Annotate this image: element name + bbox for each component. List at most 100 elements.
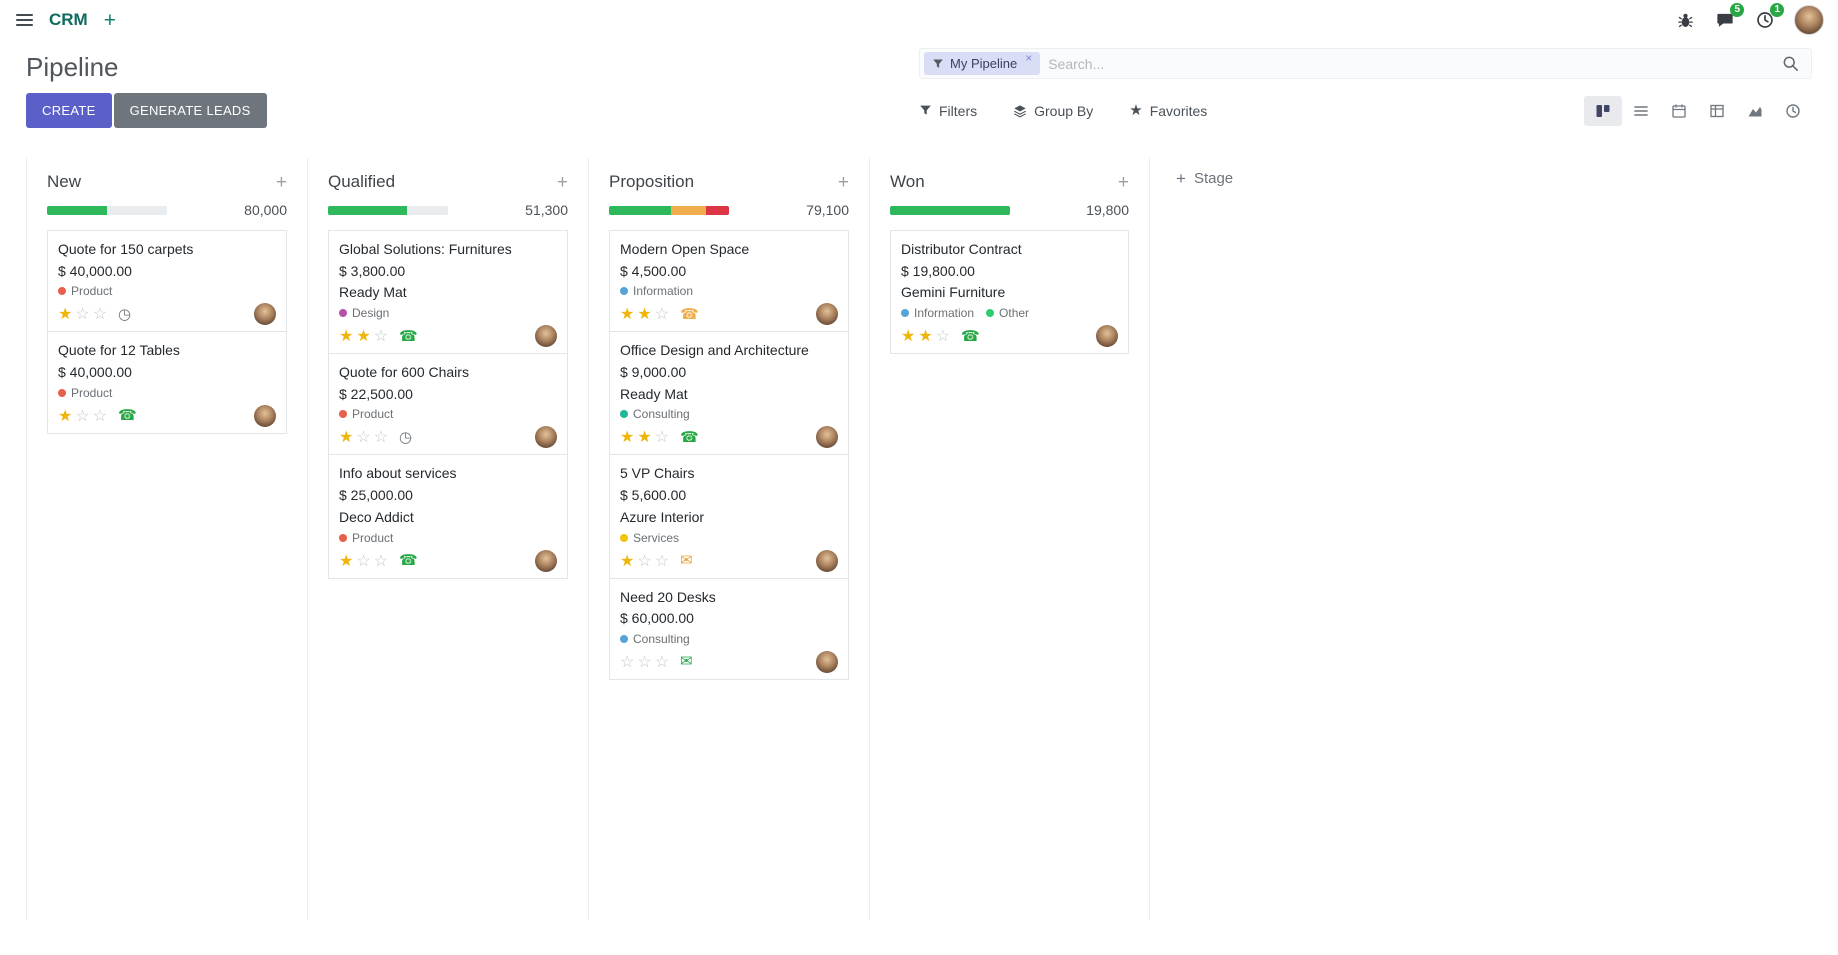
priority-star-icon[interactable]: ☆ — [92, 306, 108, 324]
priority-star-icon[interactable]: ☆ — [654, 306, 670, 324]
salesperson-avatar[interactable] — [535, 549, 557, 572]
priority-star-icon[interactable]: ☆ — [75, 306, 90, 324]
add-record-icon[interactable]: + — [837, 171, 849, 193]
priority-star-icon[interactable]: ☆ — [356, 429, 371, 447]
priority-star-icon[interactable]: ★ — [58, 306, 73, 324]
priority-star-icon[interactable]: ★ — [339, 429, 354, 447]
priority-star-icon[interactable]: ☆ — [373, 429, 389, 447]
priority-star-icon[interactable]: ★ — [356, 328, 371, 346]
progress-segment[interactable] — [671, 205, 707, 215]
messages-icon[interactable]: 5 — [1714, 3, 1744, 31]
column-title[interactable]: Won — [890, 172, 925, 191]
priority-star-icon[interactable]: ★ — [637, 306, 652, 324]
priority-star-icon[interactable]: ☆ — [637, 552, 652, 570]
activity-mail-icon[interactable]: ✉ — [680, 552, 693, 569]
add-icon[interactable]: + — [103, 8, 116, 32]
kanban-card[interactable]: Global Solutions: Furnitures $ 3,800.00 Re… — [328, 230, 568, 355]
group-by-menu[interactable]: Group By — [1013, 97, 1093, 125]
kanban-card[interactable]: Need 20 Desks $ 60,000.00 Consulting ☆ ☆ ☆ ✉ — [609, 577, 849, 680]
priority-star-icon[interactable]: ☆ — [637, 653, 652, 671]
priority-star-icon[interactable]: ☆ — [620, 653, 635, 671]
column-title[interactable]: New — [47, 172, 82, 191]
priority-star-icon[interactable]: ☆ — [92, 407, 108, 425]
add-record-icon[interactable]: + — [556, 171, 568, 193]
create-button[interactable]: CREATE — [26, 93, 112, 128]
generate-leads-button[interactable]: GENERATE LEADS — [113, 93, 267, 128]
view-activity-button[interactable] — [1774, 96, 1812, 126]
filters-menu[interactable]: Filters — [919, 97, 977, 125]
priority-star-icon[interactable]: ☆ — [356, 552, 371, 570]
priority-star-icon[interactable]: ★ — [339, 328, 354, 346]
add-record-icon[interactable]: + — [1117, 171, 1129, 193]
activities-clock-icon[interactable]: 1 — [1754, 3, 1784, 31]
salesperson-avatar[interactable] — [535, 426, 557, 449]
app-name[interactable]: CRM — [49, 10, 88, 29]
favorites-menu[interactable]: ★ Favorites — [1129, 97, 1207, 125]
column-progressbar[interactable] — [890, 205, 1010, 215]
priority-star-icon[interactable]: ★ — [58, 407, 73, 425]
salesperson-avatar[interactable] — [535, 325, 557, 348]
activity-phone-icon[interactable]: ☎ — [399, 327, 418, 345]
column-title[interactable]: Proposition — [609, 172, 695, 191]
progress-segment[interactable] — [407, 205, 448, 215]
apps-menu-icon[interactable] — [14, 10, 35, 30]
view-calendar-button[interactable] — [1660, 96, 1698, 126]
progress-segment[interactable] — [609, 205, 672, 215]
priority-star-icon[interactable]: ☆ — [373, 552, 389, 570]
progress-segment[interactable] — [107, 205, 167, 215]
salesperson-avatar[interactable] — [816, 303, 838, 326]
kanban-card[interactable]: Info about services $ 25,000.00 Deco Addic… — [328, 454, 568, 579]
column-progressbar[interactable] — [47, 205, 167, 215]
add-stage-button[interactable]: + Stage — [1150, 158, 1233, 187]
column-progressbar[interactable] — [328, 205, 448, 215]
column-progressbar[interactable] — [609, 205, 729, 215]
activity-phone-icon[interactable]: ☎ — [961, 327, 980, 345]
priority-star-icon[interactable]: ☆ — [373, 328, 389, 346]
priority-star-icon[interactable]: ☆ — [654, 653, 670, 671]
kanban-card[interactable]: Office Design and Architecture $ 9,000.00… — [609, 331, 849, 456]
debug-bug-icon[interactable] — [1675, 10, 1696, 31]
priority-star-icon[interactable]: ★ — [620, 429, 635, 447]
kanban-card[interactable]: Distributor Contract $ 19,800.00 Gemini Fu… — [890, 230, 1129, 355]
salesperson-avatar[interactable] — [816, 549, 838, 572]
activity-phone-icon[interactable]: ☎ — [399, 552, 418, 569]
priority-star-icon[interactable]: ★ — [620, 306, 635, 324]
view-graph-button[interactable] — [1736, 96, 1774, 126]
kanban-card[interactable]: Modern Open Space $ 4,500.00 Information ★ ★… — [609, 230, 849, 333]
view-pivot-button[interactable] — [1698, 96, 1736, 126]
salesperson-avatar[interactable] — [254, 404, 276, 427]
kanban-card[interactable]: Quote for 600 Chairs $ 22,500.00 Product ★ ☆… — [328, 353, 568, 456]
salesperson-avatar[interactable] — [816, 650, 838, 673]
priority-star-icon[interactable]: ☆ — [654, 552, 670, 570]
priority-star-icon[interactable]: ☆ — [935, 328, 951, 346]
activity-phone-icon[interactable]: ☎ — [680, 305, 699, 323]
priority-star-icon[interactable]: ★ — [901, 328, 916, 346]
kanban-card[interactable]: Quote for 150 carpets $ 40,000.00 Product ★… — [47, 230, 287, 333]
priority-star-icon[interactable]: ★ — [620, 552, 635, 570]
priority-star-icon[interactable]: ☆ — [654, 429, 670, 447]
activity-phone-icon[interactable]: ☎ — [680, 428, 699, 446]
kanban-card[interactable]: Quote for 12 Tables $ 40,000.00 Product ★ ☆ ☆… — [47, 331, 287, 434]
salesperson-avatar[interactable] — [254, 303, 276, 326]
activity-phone-icon[interactable]: ☎ — [118, 407, 137, 425]
activity-mail-icon[interactable]: ✉ — [680, 653, 693, 671]
view-list-button[interactable] — [1622, 96, 1660, 126]
search-icon[interactable] — [1780, 53, 1801, 74]
priority-star-icon[interactable]: ★ — [918, 328, 933, 346]
progress-segment[interactable] — [890, 205, 1010, 215]
activity-clock-icon[interactable]: ◷ — [399, 428, 413, 446]
priority-star-icon[interactable]: ★ — [637, 429, 652, 447]
activity-clock-icon[interactable]: ◷ — [118, 305, 132, 323]
priority-star-icon[interactable]: ☆ — [75, 407, 90, 425]
search-input[interactable] — [1040, 55, 1780, 72]
progress-segment[interactable] — [47, 205, 107, 215]
search-facet[interactable]: My Pipeline × — [924, 50, 1041, 75]
user-avatar[interactable] — [1794, 5, 1824, 35]
kanban-card[interactable]: 5 VP Chairs $ 5,600.00 Azure Interior Servi… — [609, 454, 849, 579]
column-title[interactable]: Qualified — [328, 172, 396, 191]
facet-remove-icon[interactable]: × — [1025, 50, 1033, 65]
salesperson-avatar[interactable] — [816, 426, 838, 449]
progress-segment[interactable] — [706, 205, 729, 215]
progress-segment[interactable] — [328, 205, 408, 215]
add-record-icon[interactable]: + — [275, 171, 287, 193]
